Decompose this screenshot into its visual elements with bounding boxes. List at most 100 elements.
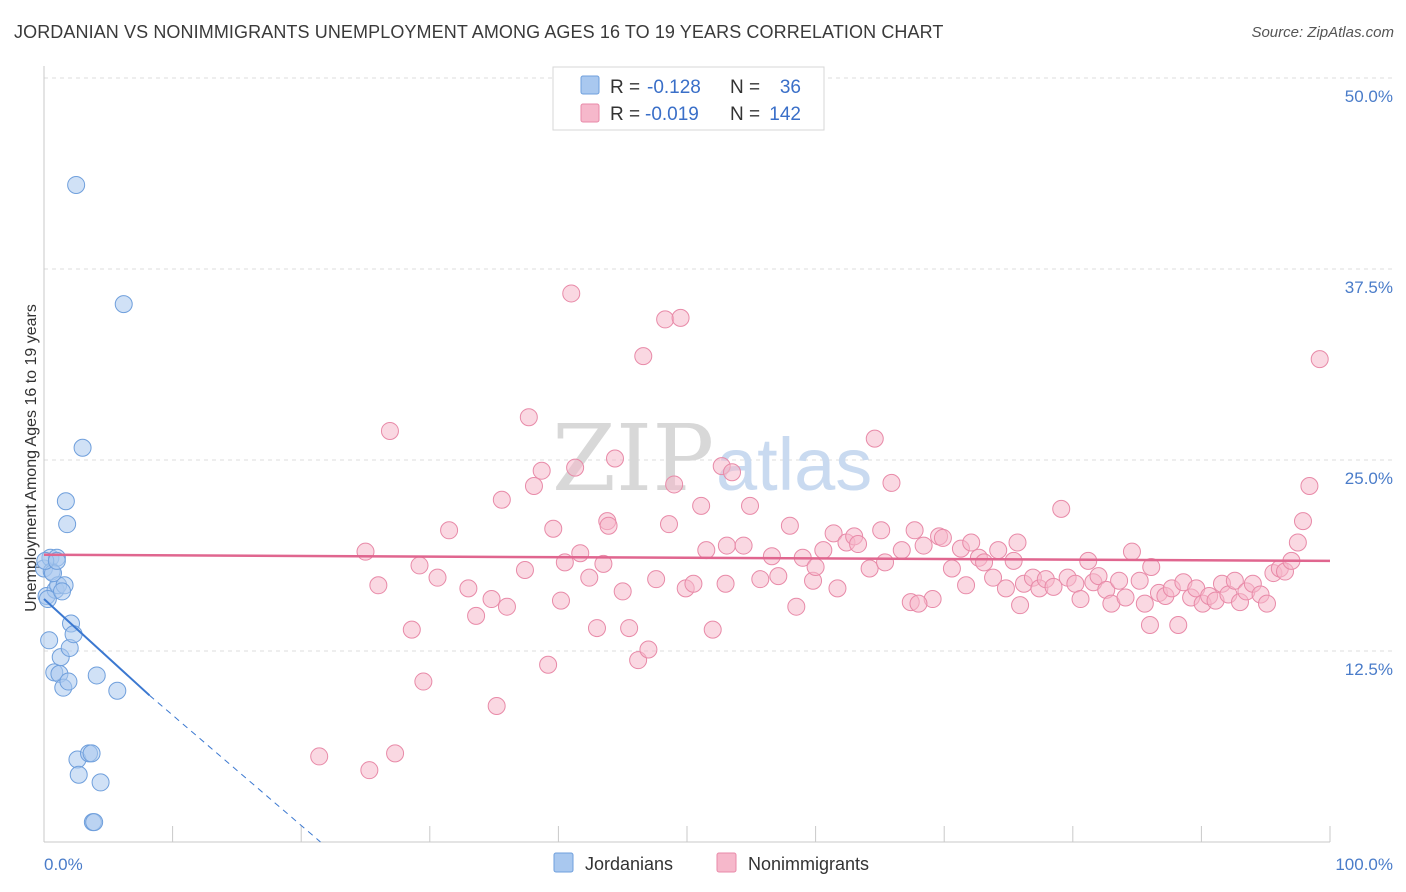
data-point-nonimmigrants — [1288, 533, 1307, 552]
data-point-jordanians — [91, 773, 110, 792]
data-point-nonimmigrants — [1011, 596, 1030, 615]
data-point-nonimmigrants — [1225, 571, 1244, 590]
data-point-nonimmigrants — [599, 516, 618, 535]
data-point-nonimmigrants — [459, 579, 478, 598]
data-point-jordanians — [53, 582, 72, 601]
data-point-nonimmigrants — [532, 461, 551, 480]
data-point-nonimmigrants — [1066, 574, 1085, 593]
data-point-nonimmigrants — [1122, 542, 1141, 561]
legend-bottom-label-jordanians: Jordanians — [585, 854, 673, 874]
y-axis-title: Unemployment Among Ages 16 to 19 years — [23, 304, 40, 612]
data-point-nonimmigrants — [671, 308, 690, 327]
data-point-nonimmigrants — [876, 553, 895, 572]
data-point-nonimmigrants — [872, 521, 891, 540]
trend-line-nonimmigrants — [43, 553, 1331, 563]
data-point-nonimmigrants — [684, 574, 703, 593]
data-point-nonimmigrants — [665, 475, 684, 494]
data-point-nonimmigrants — [467, 606, 486, 625]
legend-r-label: R = — [610, 77, 640, 98]
data-point-nonimmigrants — [865, 429, 884, 448]
data-point-nonimmigrants — [497, 597, 516, 616]
data-point-nonimmigrants — [656, 310, 675, 329]
y-tick-label: 25.0% — [1345, 469, 1393, 488]
data-point-jordanians — [38, 590, 57, 609]
data-point-jordanians — [69, 765, 88, 784]
data-point-nonimmigrants — [769, 567, 788, 586]
data-point-nonimmigrants — [892, 541, 911, 560]
data-point-nonimmigrants — [975, 553, 994, 572]
legend-n-value: 142 — [769, 104, 801, 125]
x-tick-label: 0.0% — [44, 855, 83, 874]
data-point-nonimmigrants — [620, 619, 639, 638]
data-point-nonimmigrants — [716, 574, 735, 593]
x-tick-labels: 0.0% 100.0% — [44, 855, 1393, 874]
data-point-nonimmigrants — [1130, 571, 1149, 590]
data-point-nonimmigrants — [524, 476, 543, 495]
data-point-jordanians — [87, 666, 106, 685]
series-nonimmigrants — [310, 284, 1329, 780]
data-point-nonimmigrants — [1004, 551, 1023, 570]
data-point-nonimmigrants — [1142, 557, 1161, 576]
legend-n-label: N = — [730, 77, 760, 98]
data-point-nonimmigrants — [310, 747, 329, 766]
data-point-nonimmigrants — [562, 284, 581, 303]
data-point-nonimmigrants — [723, 463, 742, 482]
data-point-nonimmigrants — [440, 521, 459, 540]
data-point-nonimmigrants — [989, 541, 1008, 560]
data-point-nonimmigrants — [942, 559, 961, 578]
data-point-nonimmigrants — [594, 554, 613, 573]
data-point-nonimmigrants — [957, 576, 976, 595]
data-point-nonimmigrants — [386, 744, 405, 763]
data-point-nonimmigrants — [741, 496, 760, 515]
data-point-nonimmigrants — [544, 519, 563, 538]
data-point-jordanians — [47, 551, 66, 570]
data-point-nonimmigrants — [380, 421, 399, 440]
data-point-nonimmigrants — [909, 594, 928, 613]
data-point-jordanians — [40, 631, 59, 650]
legend-swatch-nonimmigrants — [580, 103, 600, 123]
data-point-nonimmigrants — [1169, 616, 1188, 635]
data-point-jordanians — [58, 515, 77, 534]
data-point-nonimmigrants — [734, 536, 753, 555]
axes — [43, 66, 1331, 843]
data-point-nonimmigrants — [717, 536, 736, 555]
data-point-nonimmigrants — [697, 541, 716, 560]
data-point-nonimmigrants — [414, 672, 433, 691]
data-point-nonimmigrants — [551, 591, 570, 610]
data-point-nonimmigrants — [1140, 616, 1159, 635]
data-point-nonimmigrants — [1257, 594, 1276, 613]
data-point-nonimmigrants — [402, 620, 421, 639]
legend-bottom-swatch-nonimmigrants — [716, 852, 737, 873]
y-tick-label: 12.5% — [1345, 660, 1393, 679]
series-jordanians — [35, 175, 133, 832]
legend-bottom: Jordanians Nonimmigrants — [553, 852, 869, 874]
chart-title: JORDANIAN VS NONIMMIGRANTS UNEMPLOYMENT … — [14, 22, 944, 42]
data-point-nonimmigrants — [860, 559, 879, 578]
y-tick-label: 50.0% — [1345, 87, 1393, 106]
legend-r-value: -0.019 — [645, 104, 699, 125]
data-point-nonimmigrants — [1116, 588, 1135, 607]
data-point-jordanians — [59, 672, 78, 691]
data-point-nonimmigrants — [634, 347, 653, 366]
data-point-nonimmigrants — [647, 570, 666, 589]
data-point-nonimmigrants — [519, 408, 538, 427]
data-point-jordanians — [73, 438, 92, 457]
data-point-jordanians — [108, 681, 127, 700]
data-point-jordanians — [114, 295, 133, 314]
data-point-nonimmigrants — [751, 570, 770, 589]
data-point-nonimmigrants — [933, 528, 952, 547]
trend-line-jordanians — [43, 598, 151, 697]
data-point-nonimmigrants — [580, 568, 599, 587]
data-point-nonimmigrants — [787, 597, 806, 616]
data-point-nonimmigrants — [482, 590, 501, 609]
data-point-nonimmigrants — [515, 561, 534, 580]
data-point-nonimmigrants — [1008, 533, 1027, 552]
y-tick-label: 37.5% — [1345, 278, 1393, 297]
trend-line-jordanians-extension — [149, 694, 321, 843]
data-point-nonimmigrants — [1310, 350, 1329, 369]
data-point-nonimmigrants — [1089, 567, 1108, 586]
data-point-nonimmigrants — [762, 547, 781, 566]
chart-source: Source: ZipAtlas.com — [1251, 24, 1394, 41]
data-point-nonimmigrants — [849, 535, 868, 554]
data-point-jordanians — [64, 625, 83, 644]
